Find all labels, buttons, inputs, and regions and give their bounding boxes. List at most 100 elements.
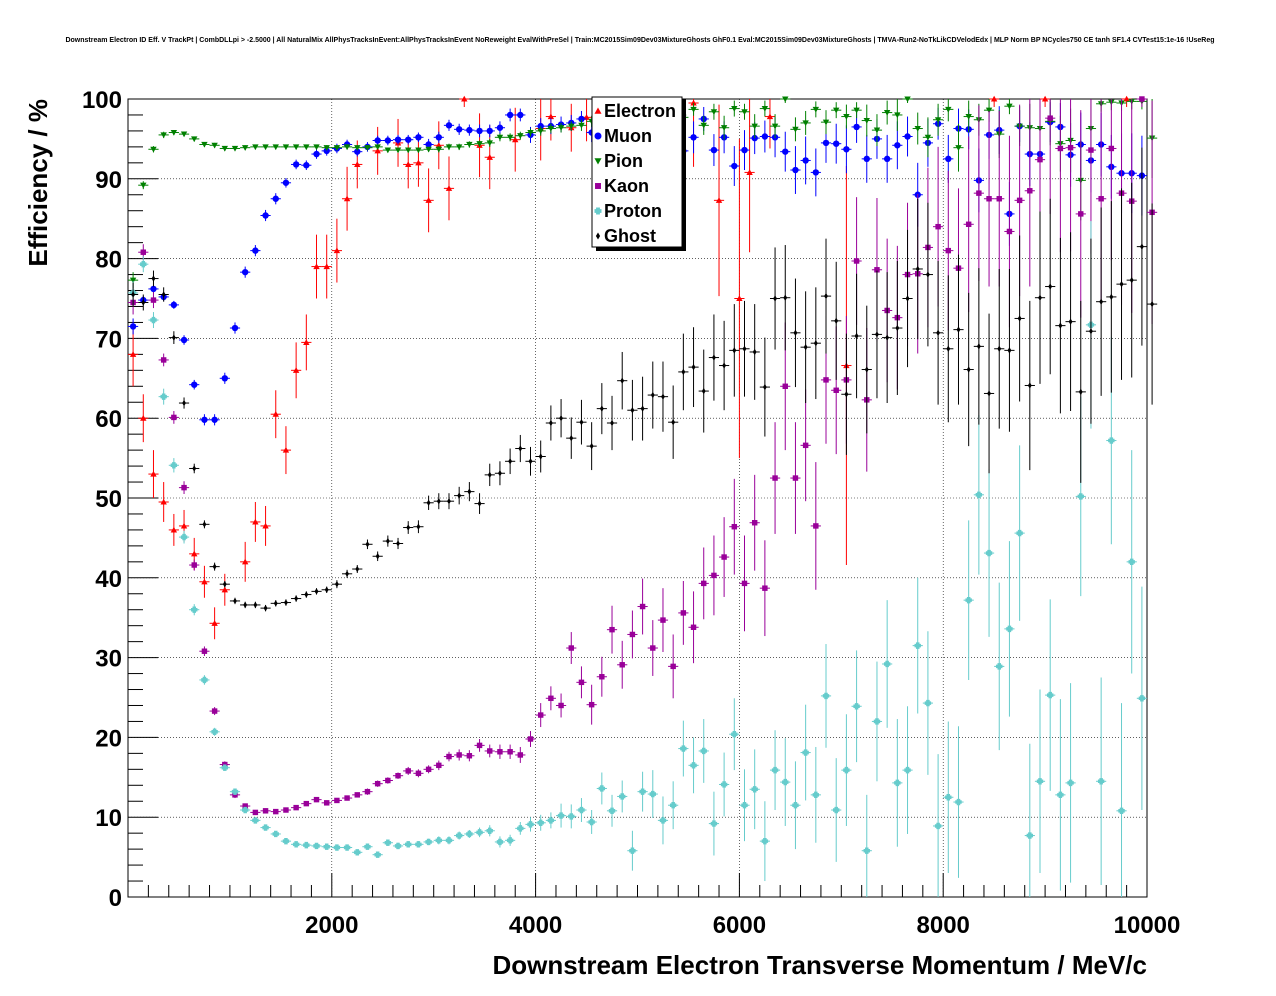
data-point — [170, 462, 178, 469]
data-point — [844, 391, 849, 398]
data-point — [538, 453, 543, 460]
data-point — [813, 339, 818, 347]
data-point — [508, 458, 513, 465]
data-point — [1058, 322, 1063, 329]
data-point — [619, 793, 626, 800]
data-point — [578, 679, 585, 686]
data-point — [129, 351, 137, 357]
data-point — [1077, 493, 1084, 500]
data-point — [700, 122, 707, 129]
data-point — [455, 144, 463, 151]
data-point — [477, 500, 482, 507]
data-point — [498, 470, 502, 477]
x-axis-title: Downstream Electron Transverse Momentum … — [492, 950, 1147, 980]
data-point — [833, 107, 840, 114]
data-point — [629, 631, 636, 638]
data-point — [914, 125, 921, 132]
data-point — [528, 458, 533, 465]
data-point — [578, 806, 585, 814]
data-point — [466, 126, 473, 134]
data-point — [221, 764, 229, 771]
data-point — [619, 662, 625, 668]
data-point — [578, 122, 585, 129]
data-point — [294, 595, 299, 602]
data-point — [557, 125, 565, 131]
data-point — [293, 804, 299, 811]
data-point — [822, 139, 830, 147]
data-point — [415, 770, 422, 777]
data-point — [885, 334, 890, 341]
data-point — [955, 798, 962, 806]
data-point — [512, 136, 519, 143]
data-point — [252, 144, 259, 151]
data-point — [904, 96, 911, 103]
data-point — [762, 383, 767, 391]
data-point — [1138, 695, 1146, 702]
data-point — [975, 491, 983, 499]
data-point — [292, 367, 300, 373]
data-point — [211, 142, 218, 149]
data-point — [1123, 95, 1130, 102]
y-axis-title: Efficiency / % — [23, 99, 53, 267]
data-point — [486, 127, 493, 135]
data-point — [394, 842, 402, 850]
data-point — [782, 778, 789, 786]
data-point — [1016, 529, 1023, 537]
data-point — [354, 148, 361, 155]
data-point — [151, 275, 156, 282]
data-point — [517, 825, 524, 832]
data-point — [231, 788, 239, 795]
data-point — [364, 843, 371, 850]
data-point — [976, 190, 982, 196]
data-point — [823, 377, 829, 383]
data-point — [894, 112, 901, 119]
data-point — [1046, 691, 1054, 699]
data-point — [304, 591, 309, 598]
y-tick-label: 70 — [95, 326, 122, 353]
data-point — [211, 728, 218, 736]
y-tick-label: 60 — [95, 406, 122, 433]
data-point — [405, 841, 412, 848]
data-point — [461, 95, 468, 102]
data-point — [171, 414, 177, 421]
data-point — [802, 120, 809, 127]
data-point — [211, 620, 218, 626]
data-point — [736, 295, 743, 302]
data-point — [751, 123, 758, 130]
data-point — [273, 600, 278, 607]
data-point — [242, 803, 248, 809]
data-point — [150, 146, 157, 153]
data-point — [996, 196, 1002, 202]
legend-label-ghost: Ghost — [604, 226, 656, 246]
data-point — [588, 818, 595, 826]
data-point — [690, 134, 697, 141]
data-point — [202, 521, 207, 528]
data-point — [934, 117, 942, 123]
data-point — [252, 817, 259, 824]
data-point — [222, 580, 227, 588]
series-ghost — [128, 147, 1158, 612]
data-point — [934, 822, 942, 830]
data-point — [874, 267, 880, 273]
data-point — [1078, 211, 1084, 217]
data-point — [640, 405, 645, 412]
data-point — [384, 839, 392, 846]
data-point — [1108, 145, 1115, 152]
data-point — [211, 708, 218, 714]
data-point — [833, 387, 839, 393]
data-point — [231, 324, 239, 332]
y-tick-label: 40 — [95, 566, 122, 593]
data-point — [853, 123, 860, 131]
data-point — [1047, 115, 1053, 121]
data-point — [1088, 147, 1094, 153]
data-point — [506, 134, 514, 141]
data-point — [241, 558, 249, 565]
data-point — [405, 147, 412, 154]
data-point — [843, 766, 850, 774]
data-point — [741, 146, 748, 154]
data-point — [283, 807, 289, 813]
data-point — [1097, 778, 1105, 785]
data-series — [128, 95, 1158, 897]
data-point — [894, 142, 901, 149]
